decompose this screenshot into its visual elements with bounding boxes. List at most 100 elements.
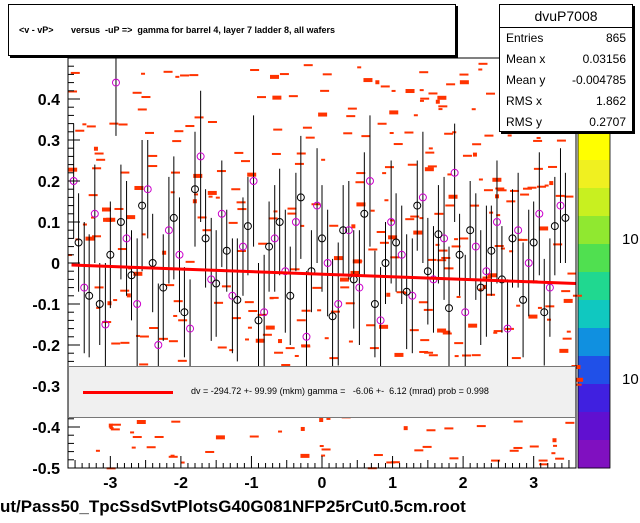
histogram-cell [300, 426, 305, 431]
histogram-cell [249, 435, 259, 438]
histogram-cell [553, 444, 558, 447]
histogram-cell [301, 345, 311, 348]
palette-band [578, 216, 610, 245]
x-tick-label: 1 [388, 475, 397, 492]
histogram-cell [494, 245, 504, 248]
histogram-cell [533, 139, 543, 142]
histogram-cell [285, 347, 295, 350]
histogram-cell [228, 221, 238, 224]
fit-legend: dv = -294.72 +- 99.99 (mkm) gamma = -6.0… [68, 366, 576, 418]
histogram-cell [437, 259, 447, 262]
histogram-cell [497, 189, 507, 192]
profile-black-point [550, 222, 559, 231]
histogram-cell [346, 115, 356, 118]
histogram-cell [268, 217, 278, 220]
profile-magenta-point [344, 226, 353, 235]
y-tick-label: 0.2 [38, 174, 60, 191]
profile-black-point [402, 287, 411, 296]
stats-row-mean-x: Mean x 0.03156 [500, 48, 632, 70]
histogram-cell [171, 171, 181, 174]
histogram-cell [419, 71, 429, 74]
histogram-cell [319, 418, 324, 423]
histogram-cell [438, 105, 448, 108]
histogram-cell [110, 428, 120, 431]
profile-black-point [392, 238, 401, 247]
histogram-cell [363, 78, 373, 83]
profile-magenta-point [228, 291, 237, 300]
histogram-cell [483, 189, 493, 192]
histogram-cell [428, 92, 438, 95]
histogram-cell [101, 207, 111, 212]
histogram-cell [351, 224, 356, 229]
histogram-cell [448, 194, 458, 199]
stats-value: 865 [605, 31, 626, 45]
histogram-cell [462, 354, 472, 357]
histogram-cell [435, 99, 440, 104]
histogram-cell [269, 296, 279, 299]
histogram-cell [68, 90, 78, 93]
histogram-cell [305, 136, 315, 139]
histogram-cell [468, 323, 478, 328]
histogram-cell [572, 294, 582, 297]
histogram-cell [471, 108, 476, 111]
x-tick-label: 0 [318, 475, 327, 492]
profile-black-point [423, 267, 432, 276]
histogram-cell [126, 215, 136, 220]
profile-magenta-point [365, 177, 374, 185]
histogram-cell [107, 301, 112, 306]
histogram-cell [287, 212, 297, 215]
histogram-cell [559, 348, 569, 353]
profile-magenta-point [196, 152, 205, 161]
histogram-cell [145, 131, 155, 134]
histogram-cell [393, 143, 403, 146]
histogram-cell [278, 430, 283, 433]
histogram-cell [131, 446, 136, 449]
histogram-cell [539, 226, 549, 231]
histogram-cell [356, 172, 366, 175]
histogram-cell [272, 95, 282, 100]
histogram-cell [180, 74, 190, 77]
histogram-cell [548, 165, 558, 168]
histogram-cell [135, 334, 140, 337]
histogram-cell [109, 122, 119, 125]
histogram-cell [321, 158, 326, 161]
stats-value: 0.03156 [582, 52, 626, 66]
histogram-cell [386, 292, 391, 297]
histogram-cell [312, 286, 322, 289]
profile-magenta-point [524, 259, 533, 267]
histogram-cell [189, 74, 199, 77]
histogram-cell [185, 125, 195, 128]
histogram-cell [369, 347, 379, 350]
stats-box: dvuP7008 Entries 865 Mean x 0.03156 Mean… [499, 4, 633, 132]
profile-magenta-point [355, 283, 364, 292]
histogram-cell [241, 160, 251, 163]
profile-magenta-point [387, 218, 396, 226]
histogram-cell [108, 423, 113, 428]
histogram-cell [345, 302, 355, 305]
histogram-cell [493, 331, 498, 334]
histogram-cell [132, 436, 142, 439]
profile-magenta-point [207, 275, 216, 284]
profile-magenta-point [418, 193, 427, 202]
histogram-cell [301, 344, 311, 347]
profile-black-point [508, 234, 517, 243]
profile-black-point [476, 283, 485, 292]
histogram-cell [471, 354, 481, 357]
histogram-cell [414, 449, 424, 452]
profile-black-point [286, 291, 295, 300]
stats-key: RMS x [506, 94, 542, 108]
histogram-cell [193, 173, 203, 178]
histogram-cell [287, 207, 297, 210]
profile-magenta-point [111, 78, 120, 87]
histogram-cell [109, 427, 114, 430]
histogram-cell [424, 167, 434, 172]
histogram-cell [549, 181, 554, 186]
histogram-cell [91, 216, 96, 219]
histogram-cell [231, 188, 241, 191]
profile-black-point [318, 234, 326, 243]
histogram-cell [111, 342, 121, 345]
histogram-cell [509, 189, 519, 192]
histogram-cell [428, 354, 438, 357]
histogram-cell [536, 185, 546, 188]
histogram-cell [170, 454, 175, 457]
